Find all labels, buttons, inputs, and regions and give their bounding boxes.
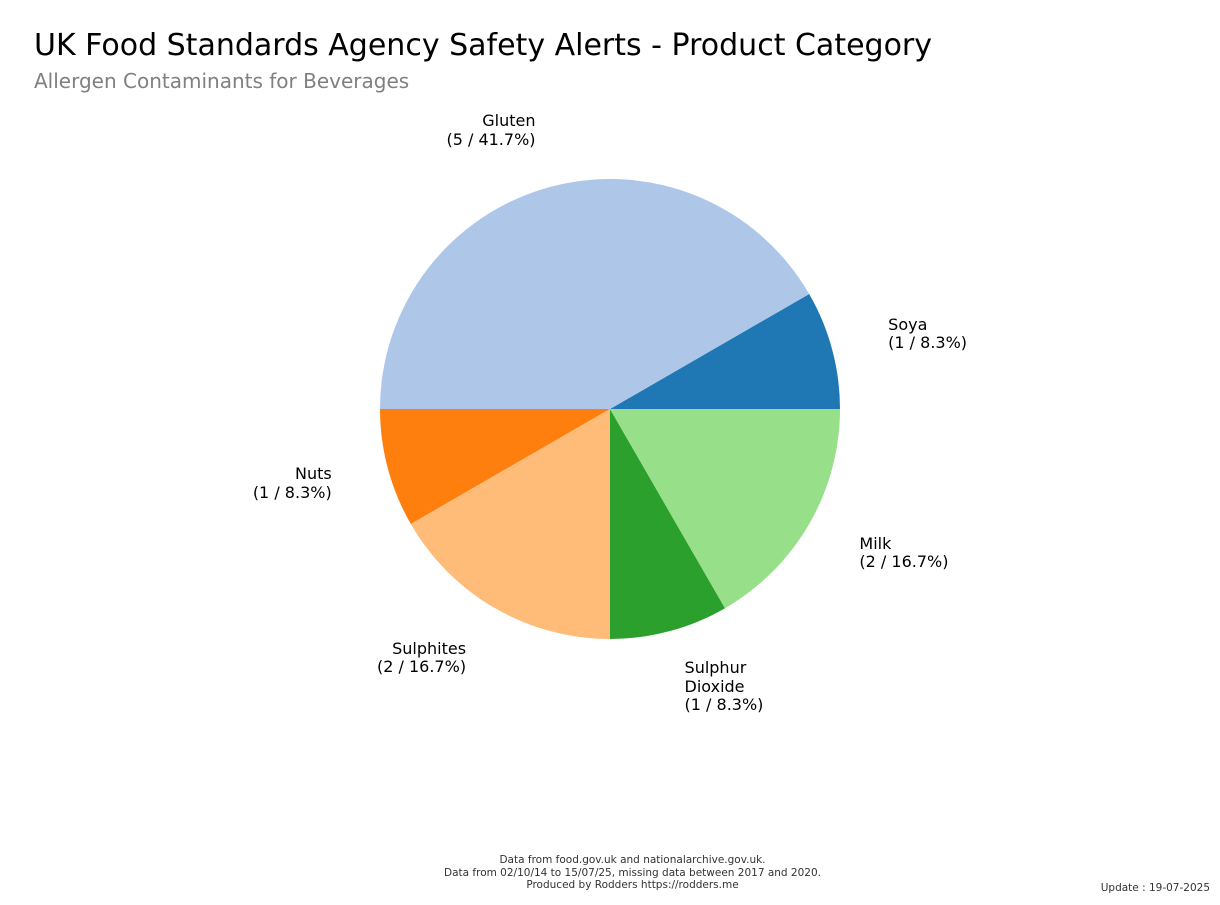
slice-label-value: (1 / 8.3%) xyxy=(252,482,332,502)
slice-label-name: Sulphites xyxy=(392,638,467,658)
slice-label-value: (2 / 16.7%) xyxy=(859,552,949,571)
slice-label-name: Milk xyxy=(859,533,892,553)
footer-notes: Data from food.gov.uk and nationalarchiv… xyxy=(0,854,1220,892)
slice-label-value: (2 / 16.7%) xyxy=(377,657,467,677)
chart-subtitle: Allergen Contaminants for Beverages xyxy=(34,69,410,93)
slice-label-value: (1 / 8.3%) xyxy=(888,333,968,353)
slice-label-sulphites: Sulphites (2 / 16.7%) xyxy=(377,638,467,677)
footer-credit-line: Produced by Rodders https://rodders.me xyxy=(526,879,739,891)
pie-slice-nuts xyxy=(380,409,610,524)
slice-label-nuts: Nuts (1 / 8.3%) xyxy=(253,465,332,502)
slice-label-name: Sulphur xyxy=(684,658,747,678)
pie-slice-milk xyxy=(610,409,840,609)
slice-label-name: Dioxide xyxy=(684,676,745,696)
slice-label-name: Nuts xyxy=(294,464,332,484)
slice-label-name: Gluten xyxy=(482,111,536,131)
slice-label-gluten: Gluten (5 / 41.7%) xyxy=(446,112,535,149)
update-stamp: Update : 19-07-2025 xyxy=(1100,882,1210,894)
pie-slice-soya xyxy=(610,294,840,409)
chart-title: UK Food Standards Agency Safety Alerts -… xyxy=(34,28,933,63)
pie-slice-sulphur-dioxide xyxy=(610,409,725,639)
pie-slice-gluten xyxy=(380,178,810,409)
pie-slice-sulphites xyxy=(410,409,610,639)
slice-label-milk: Milk (2 / 16.7%) xyxy=(859,533,949,572)
slice-label-sulphur-dioxide: Sulphur Dioxide (1 / 8.3%) xyxy=(685,659,764,715)
slice-label-value: (5 / 41.7%) xyxy=(446,129,536,149)
slice-label-name: Soya xyxy=(888,314,928,334)
footer-source-line: Data from food.gov.uk and nationalarchiv… xyxy=(499,854,766,866)
footer-range-line: Data from 02/10/14 to 15/07/25, missing … xyxy=(444,866,821,879)
slice-label-value: (1 / 8.3%) xyxy=(684,695,764,715)
slice-label-soya: Soya (1 / 8.3%) xyxy=(888,314,968,353)
